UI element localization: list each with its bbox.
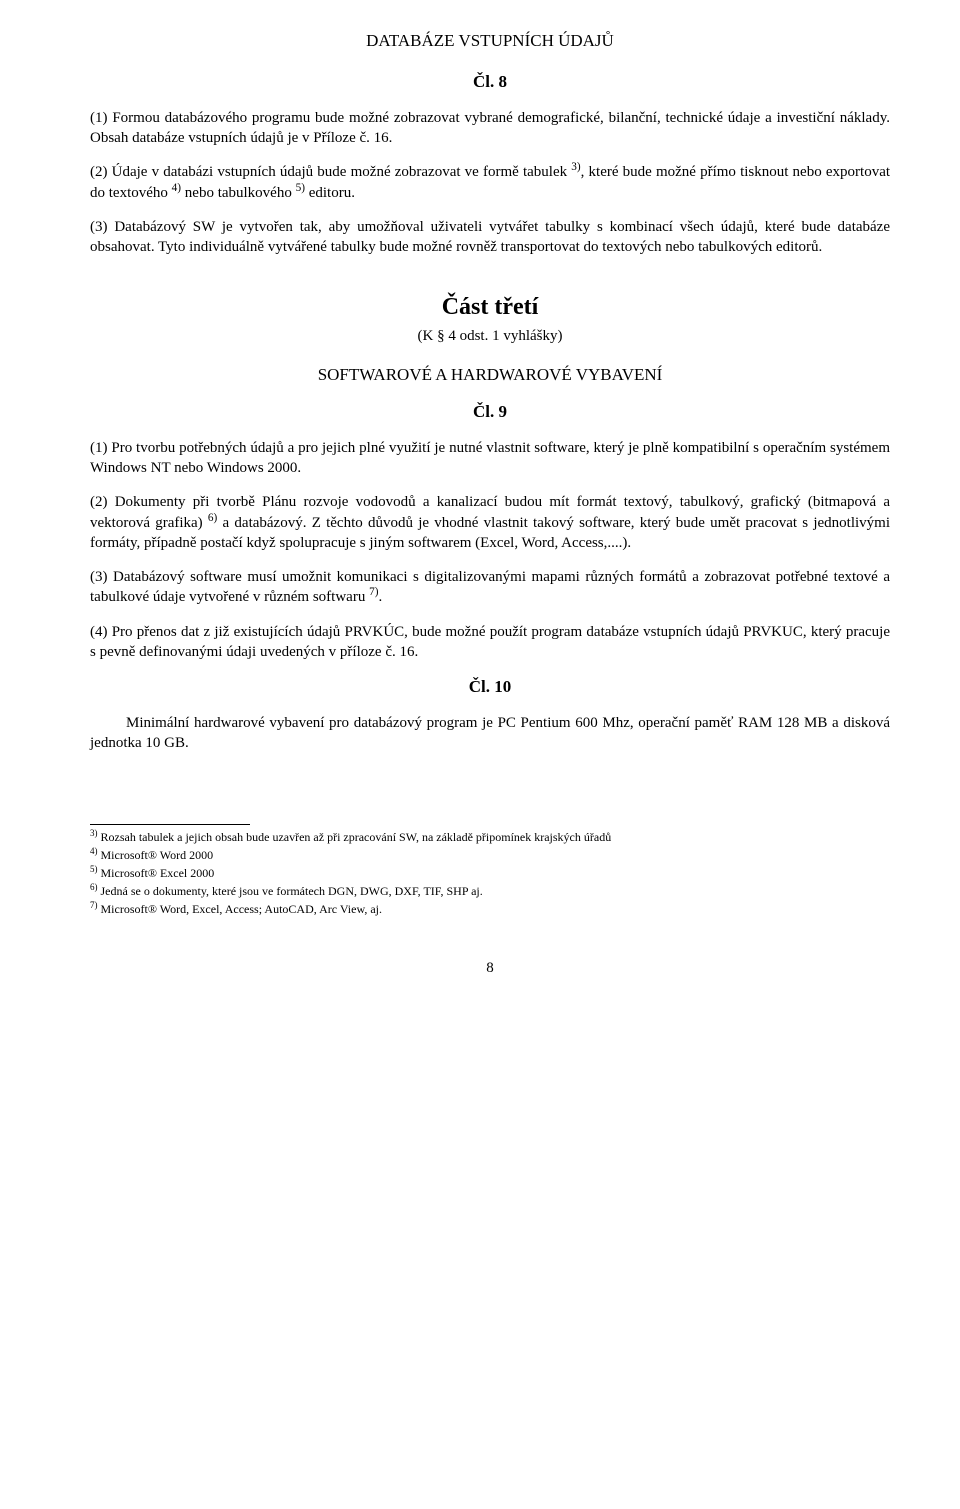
footnote-3: 3) Rozsah tabulek a jejich obsah bude uz…	[90, 829, 890, 845]
footnote-6-sup: 6)	[90, 882, 98, 892]
article-9-p3-b: .	[378, 589, 382, 605]
page-number: 8	[90, 958, 890, 978]
article-8-p2-a: (2) Údaje v databázi vstupních údajů bud…	[90, 164, 571, 180]
footnote-4-sup: 4)	[90, 846, 98, 856]
article-9-p3: (3) Databázový software musí umožnit kom…	[90, 567, 890, 608]
footnote-7-text: Microsoft® Word, Excel, Access; AutoCAD,…	[98, 902, 383, 916]
footnote-5-text: Microsoft® Excel 2000	[98, 866, 215, 880]
article-8-p2-c: nebo tabulkového	[181, 185, 296, 201]
sw-hw-heading: SOFTWAROVÉ A HARDWAROVÉ VYBAVENÍ	[90, 364, 890, 387]
footnote-ref-6: 6)	[208, 512, 217, 524]
footnote-ref-4: 4)	[172, 182, 181, 194]
section-header: DATABÁZE VSTUPNÍCH ÚDAJŮ	[90, 30, 890, 53]
footnote-4-text: Microsoft® Word 2000	[98, 848, 214, 862]
article-9-p3-a: (3) Databázový software musí umožnit kom…	[90, 569, 890, 605]
footnote-3-sup: 3)	[90, 828, 98, 838]
part-3-title: Část třetí	[90, 291, 890, 323]
footnote-6: 6) Jedná se o dokumenty, které jsou ve f…	[90, 883, 890, 899]
article-8-p2: (2) Údaje v databázi vstupních údajů bud…	[90, 162, 890, 203]
article-10-p1: Minimální hardwarové vybavení pro databá…	[90, 713, 890, 754]
article-9-heading: Čl. 9	[90, 401, 890, 424]
footnote-7: 7) Microsoft® Word, Excel, Access; AutoC…	[90, 901, 890, 917]
footnote-3-text: Rozsah tabulek a jejich obsah bude uzavř…	[98, 830, 612, 844]
article-9-p2: (2) Dokumenty při tvorbě Plánu rozvoje v…	[90, 492, 890, 553]
footnote-ref-5: 5)	[296, 182, 305, 194]
article-8-p3: (3) Databázový SW je vytvořen tak, aby u…	[90, 217, 890, 258]
footnote-6-text: Jedná se o dokumenty, které jsou ve form…	[98, 884, 483, 898]
footnote-7-sup: 7)	[90, 900, 98, 910]
footnote-5: 5) Microsoft® Excel 2000	[90, 865, 890, 881]
article-8-p1: (1) Formou databázového programu bude mo…	[90, 108, 890, 149]
article-8-heading: Čl. 8	[90, 71, 890, 94]
article-9-p4: (4) Pro přenos dat z již existujících úd…	[90, 622, 890, 663]
footnote-4: 4) Microsoft® Word 2000	[90, 847, 890, 863]
article-10-heading: Čl. 10	[90, 676, 890, 699]
article-9-p1: (1) Pro tvorbu potřebných údajů a pro je…	[90, 438, 890, 479]
footnote-5-sup: 5)	[90, 864, 98, 874]
part-3-subtitle: (K § 4 odst. 1 vyhlášky)	[90, 326, 890, 346]
footnote-ref-3: 3)	[571, 161, 580, 173]
article-8-p2-d: editoru.	[305, 185, 355, 201]
footnotes-separator	[90, 824, 250, 825]
